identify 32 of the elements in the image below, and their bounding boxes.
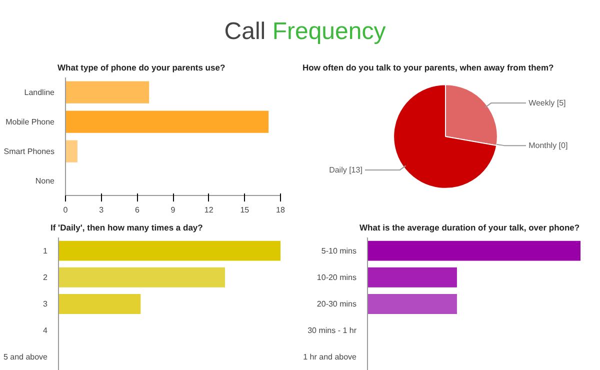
chart-title: What is the average duration of your talk, over phone? xyxy=(360,222,580,232)
y-tick-label: Landline xyxy=(24,88,56,97)
y-tick-label: None xyxy=(35,176,56,186)
y-tick-label: 30 mins - 1 hr xyxy=(308,326,357,336)
chart-title: What type of phone do your parents use? xyxy=(58,62,226,72)
chart-title: If 'Daily', then how many times a day? xyxy=(50,222,203,232)
y-tick-label: Smart Phones xyxy=(4,146,55,156)
x-tick-label: 18 xyxy=(276,206,286,214)
legend-label: Monthly [0] xyxy=(528,141,568,150)
y-tick-label: 4 xyxy=(43,326,48,336)
y-tick-label: 2 xyxy=(43,272,48,282)
x-tick-label: 9 xyxy=(170,206,176,214)
y-tick-label: 1 xyxy=(43,246,48,256)
y-tick-label: 20-30 mins xyxy=(316,300,357,308)
bar xyxy=(66,140,78,162)
slice-label: Daily [13] xyxy=(329,166,362,175)
bar xyxy=(66,110,269,133)
chart-title: How often do you talk to your parents, when away from them? xyxy=(302,62,554,72)
slice-label: Weekly [5] xyxy=(528,98,566,108)
text: Call Frequency xyxy=(224,18,386,45)
x-tick-label: 3 xyxy=(99,206,104,214)
y-tick-label: 5 and above xyxy=(3,352,48,362)
x-tick-label: 12 xyxy=(204,206,214,214)
x-tick-label: 15 xyxy=(240,206,250,214)
y-tick-label: Mobile Phone xyxy=(6,117,56,126)
y-tick-label: 5-10 mins xyxy=(321,246,356,256)
bar xyxy=(66,81,150,104)
x-tick-label: 0 xyxy=(63,206,68,214)
y-tick-label: 3 xyxy=(43,300,48,308)
y-tick-label: 1 hr and above xyxy=(303,352,358,362)
x-tick-label: 6 xyxy=(134,206,140,214)
y-tick-label: 10-20 mins xyxy=(316,272,357,282)
